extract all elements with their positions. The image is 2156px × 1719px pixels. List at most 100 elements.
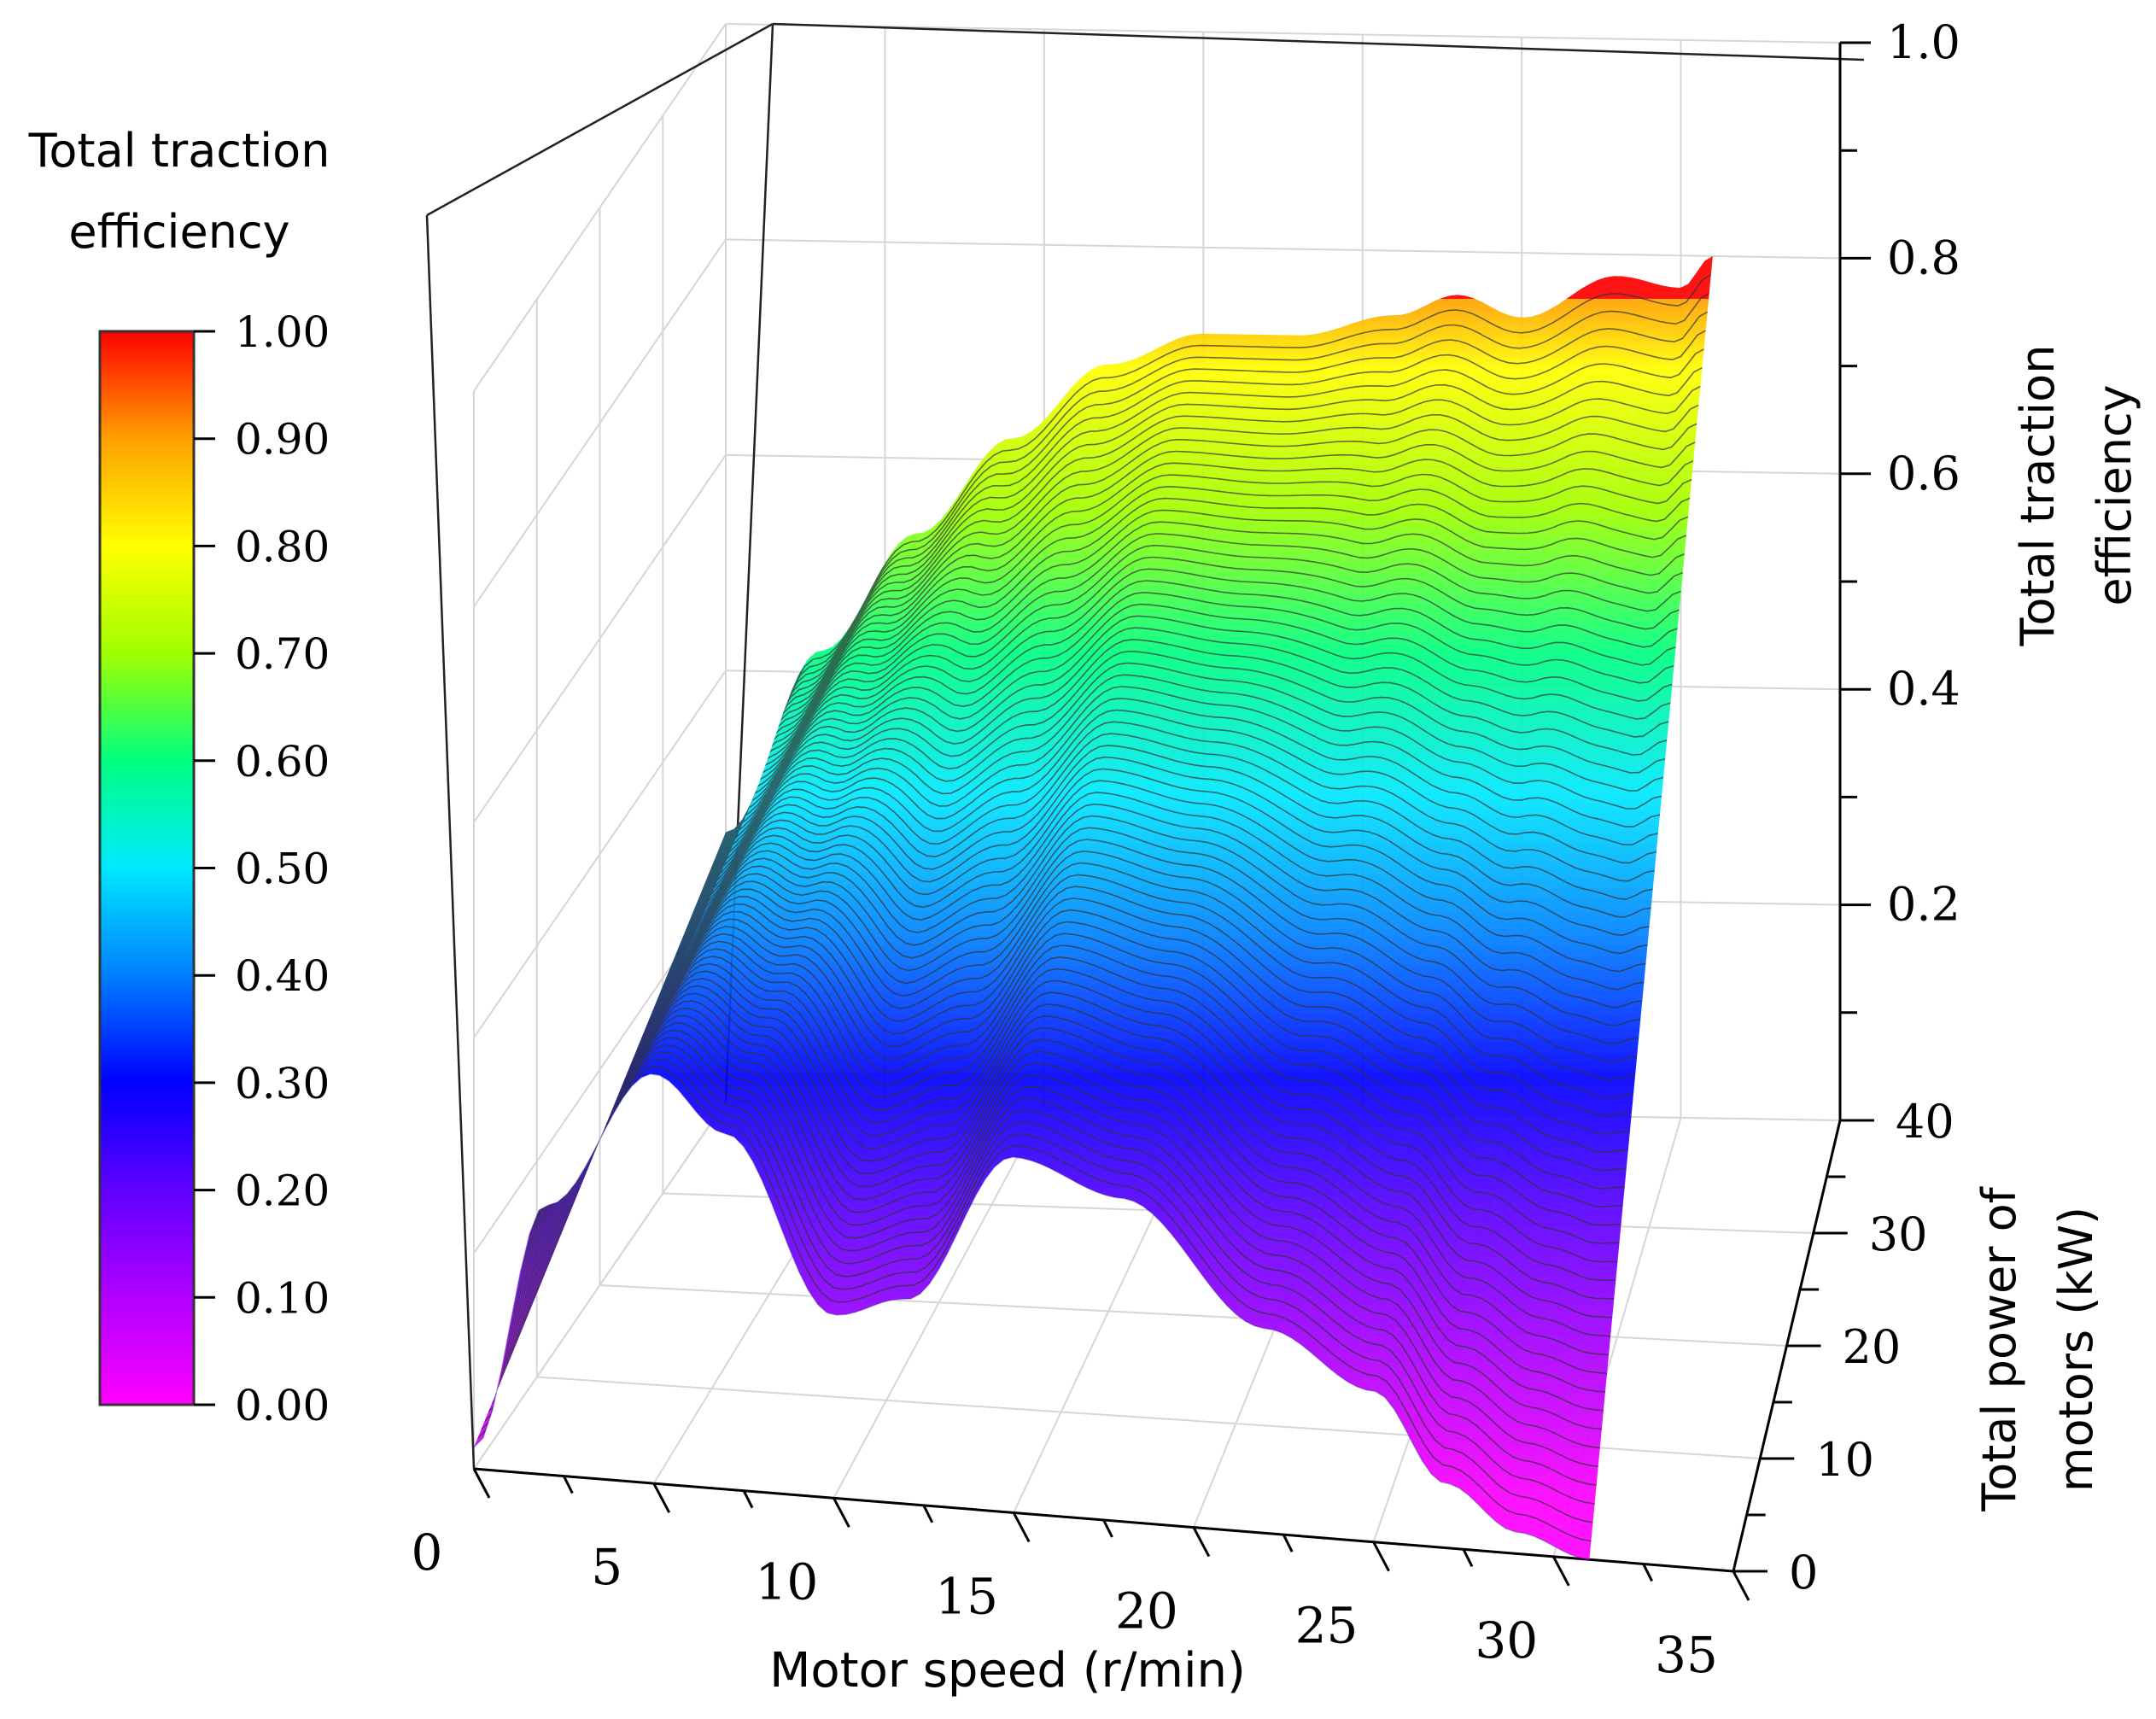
contour-line bbox=[538, 940, 1621, 1290]
x-axis: 0 5 10 15 20 25 30 35 bbox=[412, 1468, 1750, 1684]
contour-line bbox=[570, 839, 1638, 1211]
contour-line bbox=[505, 1007, 1606, 1393]
contour-line bbox=[660, 544, 1681, 991]
colorbar-ticks: 0.00 0.10 0.20 0.30 0.40 0.50 0.60 0.70 0.80 0.90… bbox=[194, 307, 330, 1430]
contour-line bbox=[718, 292, 1710, 851]
contour-line bbox=[624, 662, 1664, 1079]
contour-line bbox=[628, 650, 1666, 1070]
colorbar-title-line-2: efficiency bbox=[68, 205, 289, 259]
contour-line bbox=[595, 756, 1650, 1149]
contour-line bbox=[621, 674, 1662, 1088]
colorbar-rect bbox=[98, 330, 196, 1406]
box-edge bbox=[426, 22, 774, 217]
contour-line bbox=[707, 348, 1704, 877]
y-axis-label-line-2: motors (kW) bbox=[2049, 1207, 2103, 1492]
colorbar-tick-label: 0.40 bbox=[235, 951, 330, 1001]
contour-line bbox=[567, 850, 1636, 1219]
z-axis-label-line-2: efficiency bbox=[2088, 384, 2141, 605]
contour-line bbox=[556, 886, 1630, 1246]
z-tick-label: 0.8 bbox=[1887, 231, 1960, 284]
x-tick-mark bbox=[1192, 1526, 1211, 1558]
contour-line bbox=[675, 497, 1689, 956]
contour-line bbox=[488, 1044, 1597, 1486]
y-tick-label: 10 bbox=[1815, 1433, 1874, 1487]
y-axis: 0 10 20 30 40 bbox=[1733, 1095, 1954, 1599]
contour-line bbox=[657, 556, 1680, 1000]
z-axis-label-line-1: Total traction bbox=[2011, 345, 2065, 647]
contour-line bbox=[603, 733, 1653, 1131]
contour-line bbox=[678, 485, 1691, 948]
colorbar-tick-label: 0.70 bbox=[235, 629, 330, 679]
grid-line bbox=[725, 238, 1841, 260]
surface-fill bbox=[474, 255, 1713, 1560]
x-tick-mark bbox=[833, 1497, 850, 1528]
contour-line bbox=[610, 709, 1656, 1114]
contour-line bbox=[502, 1014, 1604, 1412]
x-tick-mark bbox=[1732, 1570, 1750, 1601]
colorbar-tick-label: 0.10 bbox=[235, 1273, 330, 1323]
contour-line bbox=[653, 568, 1678, 1009]
contour-line bbox=[635, 627, 1669, 1053]
contour-line bbox=[646, 591, 1674, 1026]
z-axis-label: Total traction efficiency bbox=[2011, 345, 2141, 647]
x-tick-label: 0 bbox=[412, 1523, 443, 1582]
y-axis-label: Total power of motors (kW) bbox=[1972, 1185, 2103, 1511]
x-minor-tick bbox=[1282, 1534, 1294, 1552]
colorbar-tick-label: 0.50 bbox=[235, 845, 330, 894]
efficiency-surface bbox=[473, 255, 1713, 1561]
contour-line bbox=[545, 921, 1625, 1272]
x-tick-label: 25 bbox=[1295, 1597, 1358, 1655]
contour-line bbox=[631, 639, 1668, 1061]
contour-line bbox=[722, 274, 1712, 842]
contour-line bbox=[650, 580, 1676, 1018]
contour-line bbox=[689, 441, 1696, 921]
x-minor-tick bbox=[563, 1475, 574, 1494]
x-tick-label: 35 bbox=[1655, 1626, 1718, 1684]
x-tick-mark bbox=[1012, 1511, 1031, 1543]
z-tick-label: 0.4 bbox=[1887, 662, 1960, 716]
contour-line bbox=[577, 815, 1641, 1194]
x-minor-tick bbox=[1642, 1563, 1653, 1582]
contour-line bbox=[491, 1037, 1598, 1468]
contour-line bbox=[574, 827, 1639, 1202]
x-tick-mark bbox=[652, 1482, 671, 1513]
z-tick-label: 0.2 bbox=[1887, 878, 1960, 932]
contour-line bbox=[671, 509, 1687, 965]
contour-line bbox=[530, 955, 1618, 1307]
contour-line bbox=[548, 909, 1627, 1264]
contour-line bbox=[617, 686, 1661, 1096]
contour-line bbox=[476, 1066, 1592, 1542]
contour-line bbox=[599, 745, 1651, 1141]
colorbar-title-line-1: Total traction bbox=[28, 124, 330, 178]
contour-line bbox=[559, 874, 1632, 1237]
x-tick-label: 10 bbox=[756, 1552, 819, 1611]
z-tick-label: 0.6 bbox=[1887, 447, 1960, 500]
contour-line bbox=[588, 780, 1646, 1167]
contour-line bbox=[552, 898, 1628, 1255]
contour-line bbox=[585, 792, 1645, 1176]
contour-line bbox=[613, 697, 1659, 1106]
contour-line bbox=[527, 962, 1616, 1317]
box-edge bbox=[772, 22, 1865, 61]
contour-line bbox=[523, 970, 1615, 1325]
surface-front-edge bbox=[473, 1073, 1590, 1561]
contour-line bbox=[696, 404, 1699, 903]
contour-line bbox=[484, 1051, 1595, 1505]
colorbar: Total traction efficiency 0.000.100.200.… bbox=[28, 124, 330, 1430]
colorbar-tick-label: 0.80 bbox=[235, 522, 330, 571]
x-tick-label: 30 bbox=[1475, 1611, 1538, 1669]
contour-line bbox=[682, 473, 1692, 938]
y-tick-label: 30 bbox=[1869, 1207, 1928, 1261]
x-tick-mark bbox=[472, 1468, 491, 1499]
x-tick-label: 15 bbox=[935, 1567, 998, 1625]
y-tick-label: 20 bbox=[1843, 1320, 1902, 1374]
colorbar-tick-label: 0.90 bbox=[235, 415, 330, 465]
surface-contours bbox=[476, 274, 1712, 1542]
colorbar-tick-label: 0.30 bbox=[235, 1059, 330, 1108]
contour-line bbox=[715, 311, 1709, 860]
x-minor-tick bbox=[1102, 1519, 1113, 1538]
contour-line bbox=[520, 978, 1613, 1334]
colorbar-tick-label: 0.00 bbox=[235, 1381, 330, 1430]
